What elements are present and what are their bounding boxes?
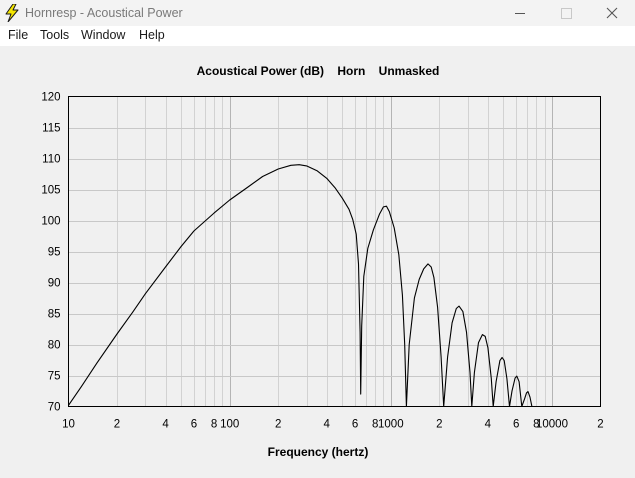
y-tick-label: 80 <box>48 340 61 352</box>
power-response-line <box>68 164 533 408</box>
y-tick-label: 90 <box>48 278 61 290</box>
chart-panel: 120 115 110 105 100 95 90 85 80 75 70 10 2 4 6 8 100 2 4 6… <box>1 46 634 477</box>
menu-help[interactable]: Help <box>139 28 165 42</box>
y-tick-label: 75 <box>48 371 61 383</box>
close-button[interactable] <box>589 0 635 26</box>
x-tick-label: 2 <box>436 419 442 431</box>
x-tick-label: 2 <box>114 419 120 431</box>
x-tick-label: 4 <box>485 419 492 431</box>
maximize-button[interactable] <box>543 0 589 26</box>
plot-frame <box>68 96 601 407</box>
chart-grid <box>68 96 601 407</box>
menu-window[interactable]: Window <box>81 28 126 42</box>
title-bar[interactable]: Hornresp - Acoustical Power <box>0 0 635 26</box>
x-tick-label: 100 <box>220 419 239 431</box>
x-axis-label: Frequency (hertz) <box>268 445 369 459</box>
minimize-button[interactable] <box>497 0 543 26</box>
x-tick-label: 1000 <box>378 419 404 431</box>
window-title: Hornresp - Acoustical Power <box>25 6 183 20</box>
chart-series <box>68 164 533 408</box>
x-tick-label: 8 <box>372 419 378 431</box>
y-tick-label: 110 <box>42 154 60 166</box>
y-tick-label: 105 <box>41 185 60 197</box>
y-tick-label: 70 <box>48 402 61 414</box>
x-tick-label: 2 <box>597 419 603 431</box>
minimize-icon <box>515 13 525 14</box>
x-tick-label: 6 <box>352 419 358 431</box>
y-axis-ticks: 120 115 110 105 100 95 90 85 80 75 70 <box>41 92 60 414</box>
y-tick-label: 100 <box>41 216 60 228</box>
x-tick-label: 2 <box>275 419 281 431</box>
x-tick-label: 6 <box>191 419 197 431</box>
lightning-bolt-icon <box>5 4 19 22</box>
x-tick-label: 10 <box>62 419 75 431</box>
close-icon <box>606 7 618 19</box>
y-tick-label: 115 <box>42 123 60 135</box>
x-tick-label: 4 <box>162 419 169 431</box>
maximize-icon <box>561 8 572 19</box>
chart-title: Acoustical Power (dB) Horn Unmasked <box>197 64 440 78</box>
x-tick-label: 8 <box>211 419 217 431</box>
y-tick-label: 85 <box>48 309 61 321</box>
menu-tools[interactable]: Tools <box>40 28 70 42</box>
menu-file[interactable]: File <box>8 28 29 42</box>
x-tick-label: 6 <box>513 419 519 431</box>
x-tick-label: 8 <box>533 419 539 431</box>
y-tick-label: 120 <box>41 92 60 104</box>
menu-bar: File Tools Window Help <box>0 26 635 46</box>
y-tick-label: 95 <box>48 247 61 259</box>
x-tick-label: 4 <box>323 419 330 431</box>
x-tick-label: 10000 <box>536 419 568 431</box>
